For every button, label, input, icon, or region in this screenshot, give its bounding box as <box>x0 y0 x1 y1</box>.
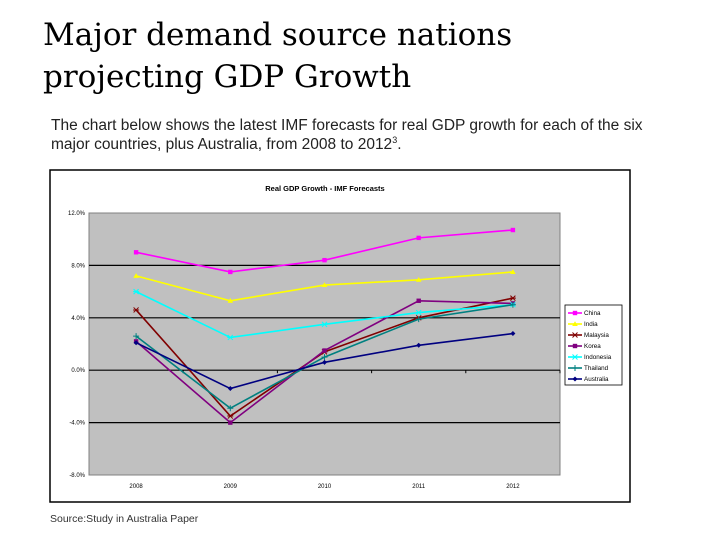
y-tick-label: 8.0% <box>71 263 85 269</box>
x-tick-label: 2011 <box>412 484 426 490</box>
legend-item: Korea <box>568 343 601 350</box>
legend-item: Australia <box>568 376 609 383</box>
footnote-ref: 3 <box>392 134 398 145</box>
data-point <box>572 321 578 326</box>
slide-title: Major demand source nations projecting G… <box>43 14 512 98</box>
data-point <box>227 405 234 412</box>
data-point <box>572 343 578 349</box>
data-point <box>510 227 516 233</box>
data-point <box>416 298 421 303</box>
x-tick-label: 2010 <box>318 484 332 490</box>
data-point <box>321 282 328 288</box>
legend-label: Malaysia <box>584 332 609 339</box>
intro-body: The chart below shows the latest IMF for… <box>51 117 643 153</box>
legend-item: India <box>568 321 598 328</box>
y-tick-label: -8.0% <box>69 473 85 479</box>
series-china <box>133 227 516 275</box>
data-point <box>416 342 422 348</box>
data-point <box>416 235 421 241</box>
data-point <box>322 359 327 365</box>
data-point <box>415 316 422 323</box>
data-point <box>133 340 139 346</box>
data-point <box>572 310 578 316</box>
data-point <box>572 376 578 382</box>
chart-title: Real GDP Growth - IMF Forecasts <box>265 184 384 193</box>
data-point <box>228 269 233 275</box>
data-point <box>510 331 516 337</box>
data-point <box>572 365 578 371</box>
data-point <box>509 301 516 308</box>
x-tick-label: 2009 <box>224 484 238 490</box>
x-tick-label: 2008 <box>129 484 143 490</box>
plot-area <box>88 212 561 476</box>
legend-label: Thailand <box>584 365 609 372</box>
y-tick-label: 12.0% <box>68 211 86 217</box>
y-tick-label: 4.0% <box>71 316 85 322</box>
series-australia <box>133 331 516 392</box>
data-point <box>415 309 422 316</box>
data-point <box>133 307 140 313</box>
data-point <box>509 295 516 302</box>
intro-text: The chart below shows the latest IMF for… <box>51 116 671 154</box>
data-point <box>133 273 139 278</box>
series-thailand <box>133 301 516 412</box>
legend-label: China <box>584 310 601 317</box>
data-point <box>510 269 516 274</box>
data-point <box>228 420 233 425</box>
data-point <box>321 354 328 361</box>
intro-end: . <box>397 136 402 153</box>
legend-label: Korea <box>584 343 601 350</box>
legend-item: Malaysia <box>568 332 609 339</box>
data-point <box>321 321 328 328</box>
legend-label: India <box>584 321 598 328</box>
data-point <box>322 257 327 263</box>
data-point <box>133 250 139 255</box>
legend-label: Australia <box>584 376 609 383</box>
source-caption: Source:Study in Australia Paper <box>50 513 199 525</box>
data-point <box>322 348 327 353</box>
data-point <box>133 288 140 295</box>
data-point <box>227 413 234 419</box>
y-tick-label: 0.0% <box>71 368 85 374</box>
title-line-1: Major demand source nations <box>43 17 513 53</box>
legend-item: Indonesia <box>568 354 612 361</box>
data-point <box>227 334 234 341</box>
grid-group: 12.0% 8.0% 4.0% 0.0% -4.0% -8.0% 2008 2009 2010 2… <box>68 211 561 490</box>
title-line-2: projecting GDP Growth <box>43 59 412 95</box>
series-group <box>133 227 516 425</box>
data-point <box>415 277 422 282</box>
series-india <box>133 269 516 303</box>
x-tick-label: 2012 <box>506 484 520 490</box>
legend: China India Malaysia Korea Indonesia Thailand… <box>564 304 623 386</box>
legend-label: Indonesia <box>584 354 612 361</box>
data-point <box>572 332 578 338</box>
legend-item: Thailand <box>568 365 609 372</box>
data-point <box>227 386 233 392</box>
data-point <box>227 297 234 303</box>
data-point <box>572 354 578 360</box>
y-tick-label: -4.0% <box>69 421 85 427</box>
legend-item: China <box>568 310 601 317</box>
data-point <box>133 333 140 340</box>
